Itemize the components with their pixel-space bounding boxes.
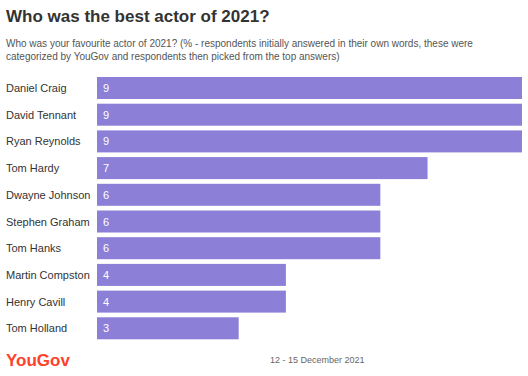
data-label: 6 [103, 189, 109, 201]
data-label: 4 [103, 269, 109, 281]
subtitle-line: Who was your favourite actor of 2021? (%… [6, 38, 473, 49]
data-label: 7 [103, 162, 109, 174]
bar [97, 130, 522, 152]
category-label: Martin Compston [6, 269, 90, 281]
data-label: 9 [103, 109, 109, 121]
page: {"chart_data": {"type": "bar", "orientat… [0, 0, 528, 376]
subtitle: Who was your favourite actor of 2021? (%… [6, 38, 473, 62]
bar [97, 264, 286, 286]
data-label: 6 [103, 242, 109, 254]
data-label: 9 [103, 82, 109, 94]
title: Who was the best actor of 2021? [6, 7, 270, 26]
bar [97, 211, 380, 233]
bar [97, 157, 428, 179]
category-label: Tom Hardy [6, 162, 60, 174]
bar [97, 291, 286, 313]
data-label: 3 [103, 322, 109, 334]
data-label: 4 [103, 296, 109, 308]
bar [97, 237, 380, 259]
bar [97, 104, 522, 126]
category-label: Daniel Craig [6, 82, 67, 94]
bar [97, 317, 239, 339]
date-note: 12 - 15 December 2021 [270, 355, 365, 365]
category-label: Tom Hanks [6, 242, 62, 254]
bars [97, 77, 522, 339]
category-label: Dwayne Johnson [6, 189, 90, 201]
subtitle-line: categorized by YouGov and respondents th… [6, 51, 340, 62]
chart: Who was the best actor of 2021? Who was y… [0, 0, 528, 376]
category-label: Tom Holland [6, 322, 67, 334]
category-label: Henry Cavill [6, 296, 65, 308]
category-label: David Tennant [6, 109, 76, 121]
category-label: Stephen Graham [6, 216, 90, 228]
data-label: 9 [103, 135, 109, 147]
data-label: 6 [103, 216, 109, 228]
bar [97, 184, 380, 206]
labels: Daniel Craig 9 David Tennant 9 Ryan Reynolds… [6, 82, 109, 334]
source-logo: YouGov [6, 351, 70, 370]
bar [97, 77, 522, 99]
category-label: Ryan Reynolds [6, 135, 81, 147]
